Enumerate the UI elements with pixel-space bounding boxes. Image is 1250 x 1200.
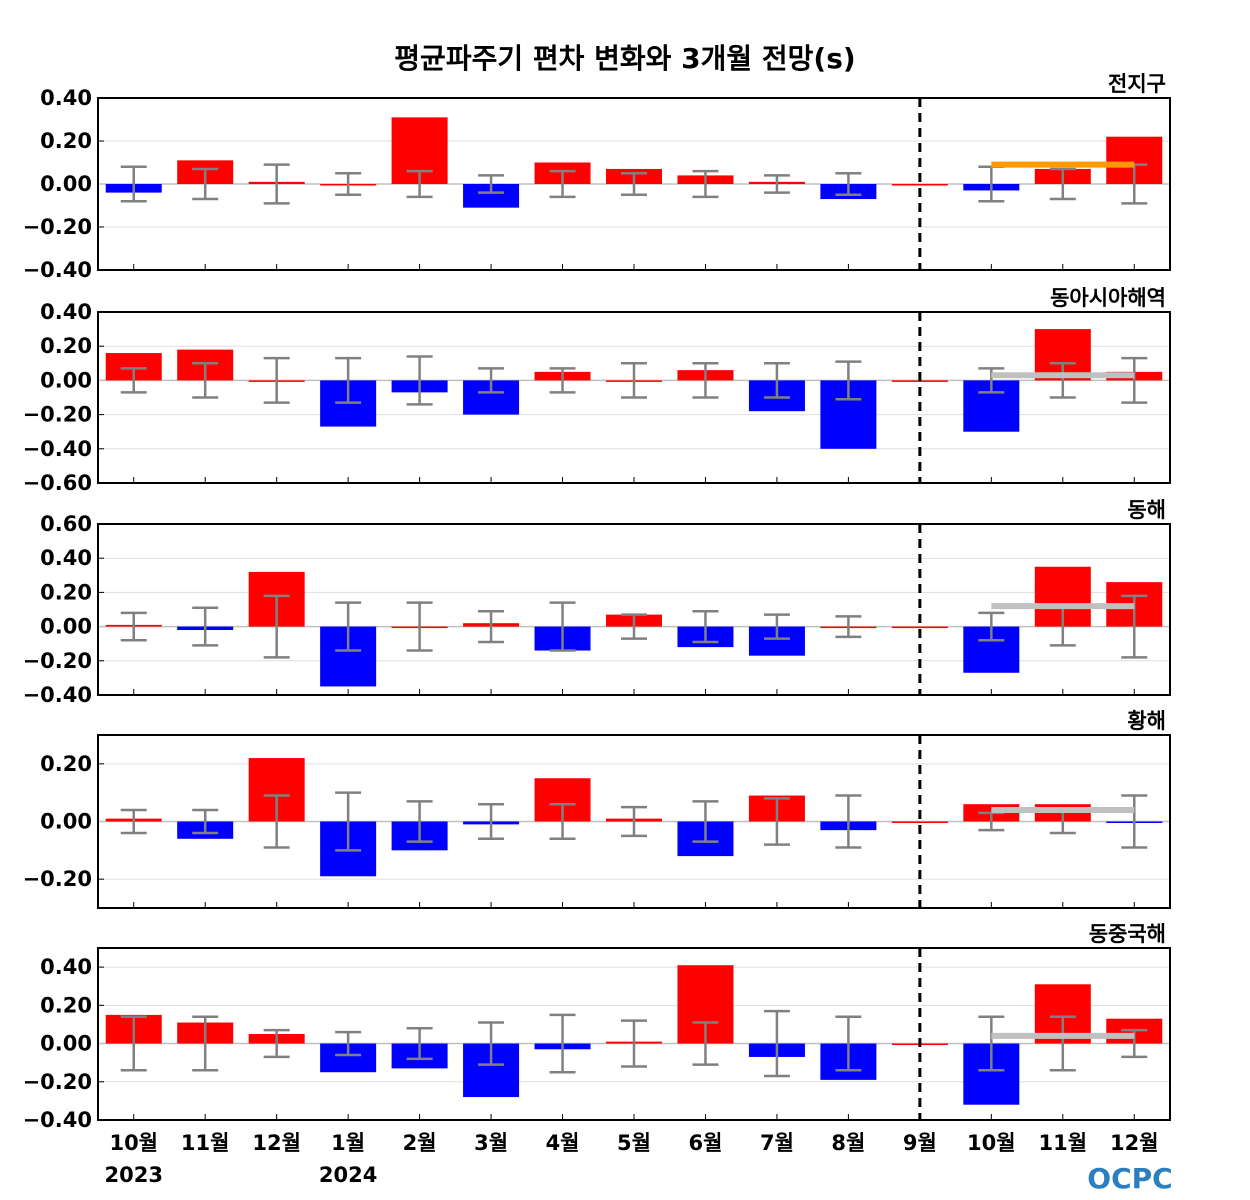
y-tick-label: 0.40 xyxy=(40,955,92,979)
panel-title: 동해 xyxy=(1127,498,1166,522)
y-tick-label: 0.20 xyxy=(40,129,92,153)
year-label: 2023 xyxy=(105,1163,163,1187)
panel-title: 전지구 xyxy=(1108,72,1166,96)
x-tick-label: 6월 xyxy=(688,1131,722,1155)
x-tick-label: 8월 xyxy=(831,1131,865,1155)
bar xyxy=(891,626,948,629)
y-tick-label: −0.20 xyxy=(23,867,92,891)
y-tick-label: −0.20 xyxy=(23,215,92,239)
chart-title: 평균파주기 편차 변화와 3개월 전망(s) xyxy=(394,42,855,75)
bar xyxy=(463,184,520,208)
y-tick-label: 0.00 xyxy=(40,1032,92,1056)
y-tick-label: −0.60 xyxy=(23,471,92,495)
x-tick-label: 10월 xyxy=(967,1131,1016,1155)
bar xyxy=(891,184,948,186)
x-tick-label: 11월 xyxy=(1039,1131,1088,1155)
y-tick-label: 0.20 xyxy=(40,993,92,1017)
y-tick-label: −0.40 xyxy=(23,437,92,461)
ocpc-logo: OCPC xyxy=(1087,1162,1172,1195)
y-tick-label: 0.00 xyxy=(40,615,92,639)
panel-title: 황해 xyxy=(1127,709,1166,733)
bar xyxy=(891,821,948,823)
y-tick-label: 0.00 xyxy=(40,810,92,834)
y-tick-label: 0.40 xyxy=(40,86,92,110)
x-tick-label: 5월 xyxy=(617,1131,651,1155)
y-tick-label: −0.20 xyxy=(23,649,92,673)
x-tick-label: 3월 xyxy=(474,1131,508,1155)
panel-frame xyxy=(97,734,1171,909)
x-tick-label: 12월 xyxy=(252,1131,301,1155)
bar xyxy=(891,380,948,382)
x-tick-label: 10월 xyxy=(109,1131,158,1155)
y-tick-label: −0.20 xyxy=(23,403,92,427)
y-tick-label: −0.40 xyxy=(23,258,92,282)
y-tick-label: −0.20 xyxy=(23,1070,92,1094)
panel-frame xyxy=(97,523,1171,696)
x-tick-label: 9월 xyxy=(903,1131,937,1155)
y-tick-label: 0.20 xyxy=(40,580,92,604)
y-tick-label: 0.40 xyxy=(40,546,92,570)
y-tick-label: −0.40 xyxy=(23,1108,92,1132)
panel-frame xyxy=(97,311,1171,484)
panel-frame xyxy=(97,947,1171,1121)
y-tick-label: 0.20 xyxy=(40,334,92,358)
x-tick-label: 12월 xyxy=(1110,1131,1159,1155)
y-tick-label: 0.20 xyxy=(40,752,92,776)
year-label: 2024 xyxy=(319,1163,377,1187)
y-tick-label: 0.00 xyxy=(40,368,92,392)
x-tick-label: 7월 xyxy=(760,1131,794,1155)
x-tick-label: 2월 xyxy=(403,1131,437,1155)
y-tick-label: −0.40 xyxy=(23,683,92,707)
panel-title: 동중국해 xyxy=(1089,922,1166,946)
y-tick-label: 0.60 xyxy=(40,512,92,536)
x-tick-label: 11월 xyxy=(181,1131,230,1155)
y-tick-label: 0.40 xyxy=(40,300,92,324)
x-tick-label: 4월 xyxy=(546,1131,580,1155)
panel-title: 동아시아해역 xyxy=(1050,286,1166,310)
panel-frame xyxy=(97,97,1171,271)
x-tick-label: 1월 xyxy=(331,1131,365,1155)
y-tick-label: 0.00 xyxy=(40,172,92,196)
